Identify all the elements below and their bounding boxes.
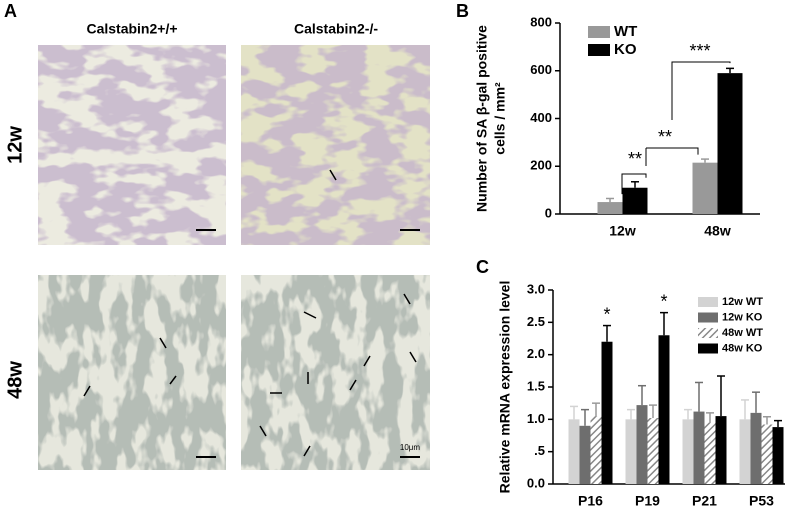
y-tick-label: 1.0 [527, 411, 545, 426]
panel-a: A Calstabin2+/+ Calstabin2-/- 12w 48w 10… [4, 1, 430, 470]
error-bar [592, 402, 600, 417]
x-tick-label: P19 [635, 493, 660, 509]
bar [568, 419, 580, 484]
y-axis-label: Number of SA β-gal positive [474, 25, 490, 212]
column-header: Calstabin2-/- [294, 21, 378, 37]
y-tick-label: 2.0 [527, 346, 545, 361]
legend-label: KO [614, 41, 637, 58]
legend-swatch [698, 297, 718, 307]
legend-label: 48w WT [722, 327, 763, 339]
bar [739, 419, 751, 484]
row-header: 48w [4, 361, 26, 399]
error-bar [660, 311, 668, 336]
bar [761, 424, 773, 484]
error-bar [752, 391, 760, 413]
bar [717, 73, 743, 214]
significance: *** [689, 41, 710, 61]
micrograph [241, 45, 430, 245]
significance: ** [658, 127, 672, 147]
y-tick-label: 2.5 [527, 314, 545, 329]
legend-swatch [698, 328, 718, 338]
error-bar [706, 412, 714, 423]
y-tick-label: .5 [534, 443, 545, 458]
error-bar [638, 384, 646, 406]
y-tick-label: 1.5 [527, 378, 545, 393]
bar [579, 425, 591, 484]
legend-swatch [698, 343, 718, 354]
y-tick-label: 3.0 [527, 281, 545, 296]
panel-label: B [456, 1, 469, 21]
error-bar [570, 405, 578, 420]
micrograph [38, 45, 226, 245]
y-tick-label: 400 [530, 110, 552, 125]
bar [625, 419, 637, 484]
bar [597, 202, 623, 214]
error-bar [606, 197, 614, 203]
row-header: 12w [4, 126, 26, 164]
error-bar [627, 408, 635, 420]
bar [658, 335, 670, 484]
panel-label: A [4, 1, 17, 21]
legend-swatch [698, 312, 718, 323]
x-tick-label: P53 [749, 493, 774, 509]
x-tick-label: P16 [578, 493, 603, 509]
bar [647, 418, 659, 484]
error-bar [774, 419, 782, 428]
bar [636, 405, 648, 484]
panel-label: C [476, 257, 489, 277]
bar [682, 419, 694, 484]
error-bar [695, 381, 703, 412]
error-bar [603, 324, 611, 342]
error-bar [631, 181, 639, 188]
legend-swatch [588, 44, 610, 56]
significance: ** [628, 149, 642, 169]
x-tick-label: P21 [692, 493, 717, 509]
error-bar [649, 404, 657, 419]
y-tick-label: 200 [530, 158, 552, 173]
y-axis-label: Relative mRNA expression level [497, 281, 513, 494]
chart: C Relative mRNA expression level 0.0 .5 1.0 1… [476, 257, 785, 509]
micrograph [38, 275, 226, 470]
bar [622, 187, 648, 214]
micrograph [241, 275, 430, 470]
bracket [621, 173, 647, 195]
bar [601, 341, 613, 484]
legend-label: WT [614, 23, 637, 40]
y-tick-label: 0 [545, 205, 552, 220]
bar [704, 422, 716, 484]
bar [750, 412, 762, 484]
y-axis-label: cells / mm² [492, 82, 508, 155]
bar [772, 427, 784, 484]
error-bar [717, 375, 725, 417]
legend-label: 48w KO [722, 342, 763, 354]
arrows [83, 169, 417, 457]
legend-label: 12w WT [722, 296, 763, 308]
bar [692, 162, 718, 214]
error-bar [701, 158, 709, 163]
error-bar [726, 67, 734, 74]
significance: * [660, 291, 667, 311]
error-bar [763, 415, 771, 425]
legend-swatch [588, 26, 610, 38]
significance: * [603, 304, 610, 324]
y-tick-label: 800 [530, 14, 552, 29]
legend-label: 12w KO [722, 311, 763, 323]
error-bar [684, 408, 692, 420]
scale-label: 10μm [400, 443, 421, 452]
bracket [671, 61, 731, 120]
column-header: Calstabin2+/+ [86, 21, 177, 37]
error-bar [741, 399, 749, 420]
bar [590, 416, 602, 484]
bar [715, 416, 727, 484]
x-tick-label: 12w [609, 223, 636, 239]
error-bar [581, 408, 589, 426]
x-tick-label: 48w [704, 223, 731, 239]
chart: B Number of SA β-gal positive cells / mm² 0… [456, 1, 760, 239]
y-tick-label: 600 [530, 62, 552, 77]
bracket [646, 147, 699, 155]
bar [693, 411, 705, 484]
y-tick-label: 0.0 [527, 475, 545, 490]
scale-bars [196, 229, 420, 458]
